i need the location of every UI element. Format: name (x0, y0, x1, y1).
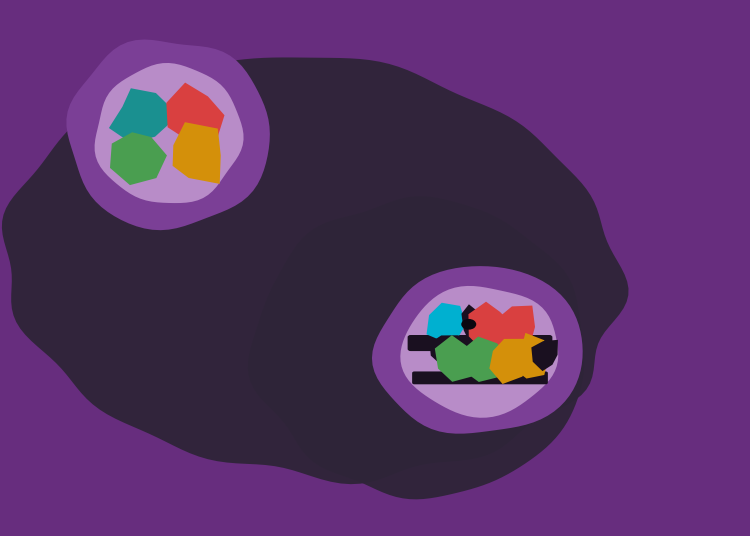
Polygon shape (498, 306, 535, 349)
Polygon shape (94, 63, 244, 203)
Polygon shape (462, 337, 512, 382)
Polygon shape (248, 196, 584, 500)
Polygon shape (166, 83, 224, 141)
Polygon shape (430, 336, 464, 364)
Polygon shape (295, 228, 418, 364)
FancyBboxPatch shape (413, 371, 548, 384)
Polygon shape (67, 40, 270, 230)
Circle shape (461, 319, 476, 330)
Polygon shape (461, 304, 482, 341)
Polygon shape (110, 132, 167, 185)
Polygon shape (2, 57, 628, 484)
Polygon shape (400, 286, 558, 418)
FancyBboxPatch shape (408, 335, 552, 351)
Polygon shape (490, 339, 531, 384)
Polygon shape (372, 266, 583, 434)
Polygon shape (512, 333, 548, 378)
Polygon shape (531, 340, 558, 371)
Polygon shape (172, 122, 220, 184)
Polygon shape (435, 335, 481, 382)
Polygon shape (427, 303, 466, 341)
Polygon shape (109, 88, 178, 143)
Polygon shape (469, 302, 513, 353)
